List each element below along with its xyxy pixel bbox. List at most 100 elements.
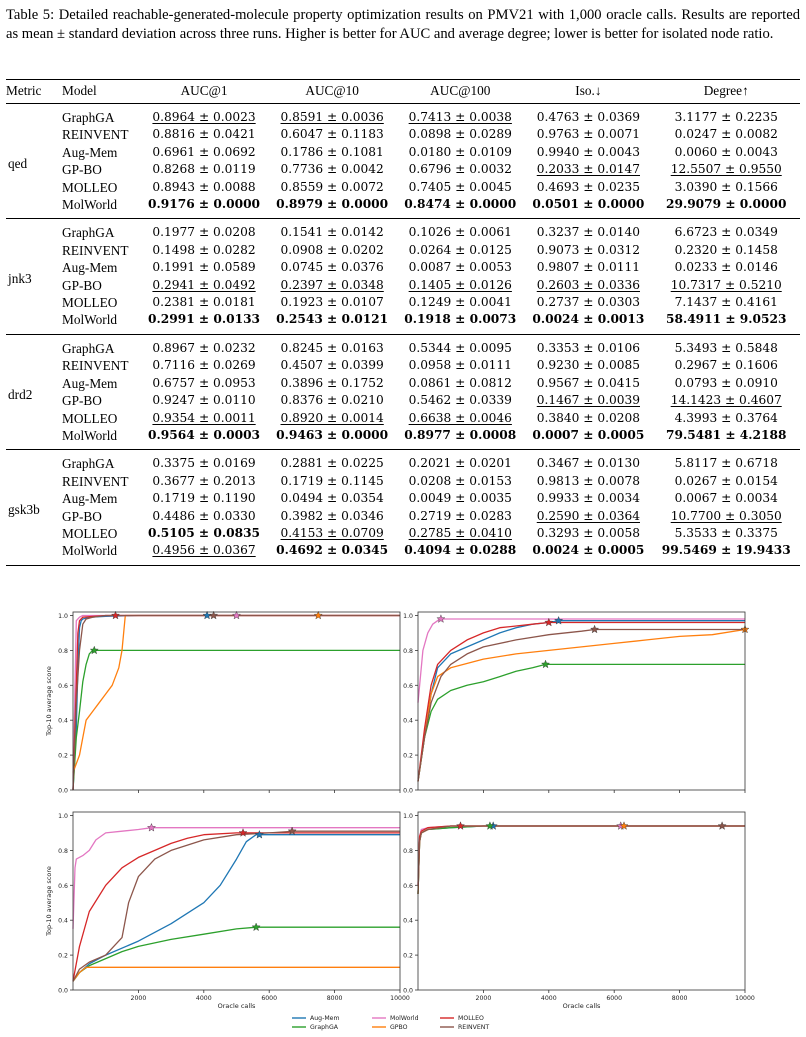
x-tick-label: 6000 bbox=[261, 995, 277, 1002]
best-score-star bbox=[202, 610, 212, 620]
result-cell: 0.3293 ± 0.0058 bbox=[536, 525, 640, 540]
result-cell: 0.0180 ± 0.0109 bbox=[408, 144, 512, 159]
column-header: AUC@10 bbox=[268, 79, 397, 104]
metric-label: gsk3b bbox=[8, 502, 40, 518]
result-cell: 0.8268 ± 0.0119 bbox=[152, 162, 256, 177]
result-cell: 58.4911 ± 9.0523 bbox=[665, 312, 787, 327]
result-cell: 5.3533 ± 0.3375 bbox=[674, 525, 778, 540]
result-cell: 0.0233 ± 0.0146 bbox=[674, 260, 778, 275]
table-row: Aug-Mem 0.6757 ± 0.0953 0.3896 ± 0.1752 0.0… bbox=[6, 375, 800, 392]
series-line-molworld bbox=[417, 825, 745, 886]
result-cell: 0.5462 ± 0.0339 bbox=[408, 393, 512, 408]
best-score-star bbox=[436, 614, 446, 623]
table-row: MolWorld 0.9176 ± 0.0000 0.8979 ± 0.0000 0.… bbox=[6, 196, 800, 219]
y-tick-label: 0.4 bbox=[58, 718, 68, 725]
table-row: Aug-Mem 0.1719 ± 0.1190 0.0494 ± 0.0354 0.0… bbox=[6, 490, 800, 507]
result-cell: 0.6757 ± 0.0953 bbox=[152, 375, 256, 390]
result-cell: 10.7700 ± 0.3050 bbox=[670, 508, 782, 523]
result-cell: 0.7736 ± 0.0042 bbox=[280, 162, 384, 177]
result-cell: 14.1423 ± 0.4607 bbox=[670, 393, 782, 408]
result-cell: 0.4763 ± 0.0369 bbox=[536, 110, 640, 124]
series-line-reinvent bbox=[72, 830, 400, 982]
y-tick-label: 0.6 bbox=[58, 883, 68, 890]
best-score-star bbox=[717, 821, 727, 830]
result-cell: 0.2021 ± 0.0201 bbox=[408, 456, 512, 471]
metric-group: gsk3b GraphGA 0.3375 ± 0.0169 0.2881 ± 0.02… bbox=[6, 450, 800, 566]
best-score-star bbox=[146, 822, 157, 832]
metric-label: jnk3 bbox=[8, 271, 32, 287]
plot-frame bbox=[417, 811, 746, 991]
x-axis-label: Oracle calls bbox=[218, 1002, 256, 1010]
best-score-star bbox=[619, 821, 629, 830]
y-tick-label: 1.0 bbox=[403, 613, 413, 620]
metric-group: drd2 GraphGA 0.8967 ± 0.0232 0.8245 ± 0.016… bbox=[6, 334, 800, 450]
result-cell: 0.1786 ± 0.1081 bbox=[280, 144, 384, 159]
model-name: Aug-Mem bbox=[62, 144, 118, 160]
result-cell: 12.5507 ± 0.9550 bbox=[670, 162, 782, 177]
result-cell: 0.2033 ± 0.0147 bbox=[536, 162, 640, 177]
result-cell: 0.9354 ± 0.0011 bbox=[152, 410, 256, 425]
result-cell: 0.9807 ± 0.0111 bbox=[536, 260, 640, 275]
result-cell: 0.9247 ± 0.0110 bbox=[152, 393, 256, 408]
result-cell: 0.8816 ± 0.0421 bbox=[152, 127, 256, 142]
result-cell: 4.3993 ± 0.3764 bbox=[674, 410, 778, 425]
model-name: MOLLEO bbox=[62, 525, 118, 541]
series-line-aug-mem bbox=[72, 834, 400, 982]
y-tick-label: 0.8 bbox=[403, 648, 413, 655]
result-cell: 0.2320 ± 0.1458 bbox=[674, 242, 778, 257]
metric-group: jnk3 GraphGA 0.1977 ± 0.0208 0.1541 ± 0.014… bbox=[6, 219, 800, 335]
result-cell: 0.9813 ± 0.0078 bbox=[536, 473, 640, 488]
table-row: REINVENT 0.3677 ± 0.2013 0.1719 ± 0.1145 0.… bbox=[6, 473, 800, 490]
result-cell: 0.1249 ± 0.0041 bbox=[408, 295, 512, 310]
model-name: Aug-Mem bbox=[62, 260, 118, 276]
series-line-aug-mem bbox=[72, 614, 400, 791]
legend-label: REINVENT bbox=[458, 1024, 489, 1031]
best-score-star bbox=[485, 821, 495, 830]
result-cell: 0.0745 ± 0.0376 bbox=[280, 260, 384, 275]
result-cell: 29.9079 ± 0.0000 bbox=[665, 197, 787, 212]
table-row: GP-BO 0.2941 ± 0.0492 0.2397 ± 0.0348 0.140… bbox=[6, 277, 800, 294]
y-tick-label: 1.0 bbox=[58, 613, 68, 620]
table-row: drd2 GraphGA 0.8967 ± 0.0232 0.8245 ± 0.016… bbox=[6, 334, 800, 402]
model-name: REINVENT bbox=[62, 242, 129, 258]
best-score-star bbox=[89, 645, 99, 655]
y-tick-label: 0.2 bbox=[403, 753, 413, 760]
best-score-star bbox=[313, 610, 323, 620]
plot-panel: 0.0 0.2 0.4 0.6 0.8 1.0 Top-10 average score bbox=[45, 610, 401, 795]
result-cell: 0.8964 ± 0.0023 bbox=[152, 110, 256, 124]
result-cell: 0.9230 ± 0.0085 bbox=[536, 358, 640, 373]
result-cell: 0.0087 ± 0.0053 bbox=[408, 260, 512, 275]
column-header: Iso.↓ bbox=[524, 79, 653, 104]
result-cell: 0.8474 ± 0.0000 bbox=[404, 197, 517, 212]
y-axis-label: Top-10 average score bbox=[45, 866, 53, 937]
result-cell: 0.2991 ± 0.0133 bbox=[148, 312, 261, 327]
model-name: MolWorld bbox=[62, 427, 118, 443]
table-row: MolWorld 0.2991 ± 0.0133 0.2543 ± 0.0121 0.… bbox=[6, 311, 800, 334]
x-tick-label: 8000 bbox=[672, 995, 688, 1002]
model-name: MOLLEO bbox=[62, 179, 118, 195]
result-cell: 0.9564 ± 0.0003 bbox=[148, 427, 261, 442]
result-cell: 0.7413 ± 0.0038 bbox=[408, 110, 512, 124]
result-cell: 0.8979 ± 0.0000 bbox=[276, 197, 389, 212]
table-header-row: Metric Model AUC@1 AUC@10 AUC@100 Iso.↓ Degree… bbox=[6, 79, 800, 104]
result-cell: 0.0494 ± 0.0354 bbox=[280, 491, 384, 506]
y-tick-label: 0.4 bbox=[58, 918, 68, 925]
table-row: MOLLEO 0.8943 ± 0.0088 0.8559 ± 0.0072 0.74… bbox=[6, 179, 800, 196]
table-row: MOLLEO 0.5105 ± 0.0835 0.4153 ± 0.0709 0.27… bbox=[6, 525, 800, 542]
result-cell: 0.3467 ± 0.0130 bbox=[536, 456, 640, 471]
y-tick-label: 0.4 bbox=[403, 718, 413, 725]
result-cell: 0.1923 ± 0.0107 bbox=[280, 295, 384, 310]
result-cell: 0.1541 ± 0.0142 bbox=[280, 225, 384, 240]
model-name: MolWorld bbox=[62, 197, 118, 213]
result-cell: 0.6961 ± 0.0692 bbox=[152, 144, 256, 159]
result-cell: 0.3896 ± 0.1752 bbox=[280, 375, 384, 390]
result-cell: 0.9176 ± 0.0000 bbox=[148, 197, 261, 212]
metric-label: qed bbox=[8, 156, 28, 172]
metric-label: drd2 bbox=[8, 386, 33, 402]
x-tick-label: 10000 bbox=[735, 995, 755, 1002]
series-line-gpbo bbox=[72, 966, 400, 982]
results-table: Metric Model AUC@1 AUC@10 AUC@100 Iso.↓ Degree… bbox=[6, 79, 800, 566]
result-cell: 0.9567 ± 0.0415 bbox=[536, 375, 640, 390]
result-cell: 0.4693 ± 0.0235 bbox=[536, 179, 640, 194]
result-cell: 0.4094 ± 0.0288 bbox=[404, 543, 517, 558]
